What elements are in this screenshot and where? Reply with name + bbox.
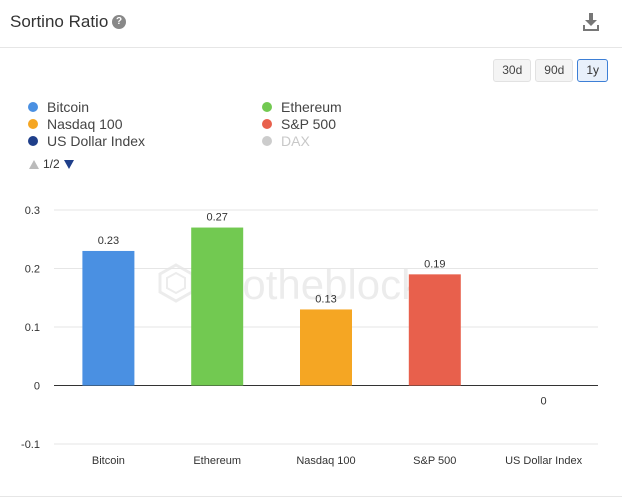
watermark-logo-icon [158, 263, 194, 303]
pager-down-arrow-icon[interactable] [63, 159, 74, 169]
legend-label: US Dollar Index [47, 133, 146, 149]
y-tick-label: 0.2 [25, 264, 40, 276]
legend-item-nasdaq-100[interactable]: Nasdaq 100 [28, 116, 123, 132]
legend-item-bitcoin[interactable]: Bitcoin [28, 99, 89, 115]
value-label: 0.27 [206, 212, 227, 224]
question-circle-icon[interactable]: ? [112, 15, 126, 29]
y-axis: 0.3 0.2 0.1 0 -0.1 [21, 205, 40, 451]
y-tick-label: -0.1 [21, 439, 40, 451]
legend-item-ethereum[interactable]: Ethereum [262, 99, 342, 115]
x-axis: Bitcoin Ethereum Nasdaq 100 S&P 500 US Dolla… [92, 455, 583, 467]
bars [82, 227, 461, 386]
legend-item-us-dollar-index[interactable]: US Dollar Index [28, 133, 145, 149]
value-label: 0.19 [424, 258, 445, 270]
x-tick-label: US Dollar Index [505, 455, 583, 467]
value-label: 0.13 [315, 293, 336, 305]
legend-item-sp-500[interactable]: S&P 500 [262, 116, 336, 132]
legend-page-indicator: 1/2 [43, 157, 60, 171]
value-labels: 0.23 0.27 0.13 0.19 0 [98, 212, 547, 408]
bar-chart: intotheblock 0.30.20.10-0.1 0.230.270.13… [21, 205, 598, 467]
range-30d-button[interactable]: 30d [493, 59, 532, 82]
legend-label: Ethereum [281, 99, 342, 115]
time-range-selector: 30d 90d 1y [493, 59, 608, 82]
x-tick-label: Bitcoin [92, 455, 125, 467]
legend-dot [262, 136, 272, 146]
y-tick-label: 0.3 [25, 205, 40, 217]
pager-up-arrow-icon[interactable] [29, 159, 39, 169]
legend-label: DAX [281, 133, 310, 149]
range-1y-button[interactable]: 1y [577, 59, 608, 82]
value-label: 0 [541, 396, 547, 408]
download-icon[interactable] [582, 12, 600, 32]
y-tick-label: 0 [34, 381, 40, 393]
bar-bitcoin[interactable] [82, 250, 135, 386]
legend-label: S&P 500 [281, 116, 337, 132]
x-tick-label: S&P 500 [413, 455, 456, 467]
y-tick-label: 0.1 [25, 322, 40, 334]
page-title: Sortino Ratio [10, 12, 109, 31]
legend-dot [262, 102, 272, 112]
legend-dot [28, 119, 38, 129]
legend-pager: 1/2 [29, 157, 74, 171]
divider [0, 496, 622, 497]
legend-dot [28, 136, 38, 146]
legend-label: Nasdaq 100 [47, 116, 123, 132]
chart-header: Sortino Ratio ? [0, 0, 622, 48]
legend-item-dax[interactable]: DAX [262, 133, 310, 149]
range-90d-button[interactable]: 90d [535, 59, 574, 82]
x-tick-label: Nasdaq 100 [296, 455, 355, 467]
bar-nasdaq-100[interactable] [300, 309, 352, 386]
legend-dot [28, 102, 38, 112]
bar-ethereum[interactable] [191, 227, 244, 386]
x-tick-label: Ethereum [193, 455, 241, 467]
value-label: 0.23 [98, 235, 119, 247]
legend-dot [262, 119, 272, 129]
bar-s-p-500[interactable] [408, 274, 461, 386]
legend-label: Bitcoin [47, 99, 90, 115]
